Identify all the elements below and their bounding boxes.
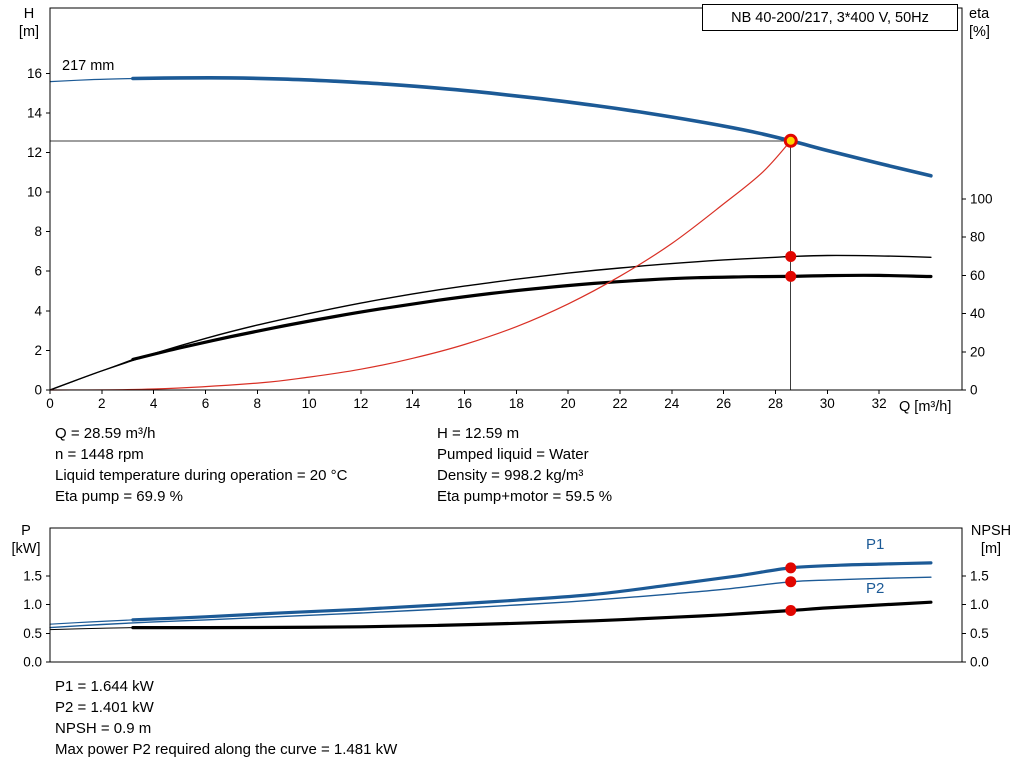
- y-left-tick-label: 4: [34, 303, 42, 318]
- power-details: P1 = 1.644 kW P2 = 1.401 kW NPSH = 0.9 m…: [55, 676, 397, 760]
- x-tick-label: 26: [716, 396, 731, 411]
- operating-dot-marker: [785, 576, 797, 588]
- duty-point-marker[interactable]: [783, 133, 798, 148]
- eta-axis-title: eta [%]: [969, 5, 990, 41]
- x-tick-label: 24: [664, 396, 680, 411]
- y-right-tick-label: 1.0: [970, 597, 989, 612]
- npsh-axis-title-symbol: NPSH: [970, 523, 1012, 539]
- series-qh-curve: [131, 75, 933, 178]
- series-p1-curve-thin: [49, 619, 134, 625]
- detail-pumped-liquid: Pumped liquid = Water: [437, 446, 589, 463]
- detail-eta-pump: Eta pump = 69.9 %: [55, 488, 183, 505]
- npsh-axis-title-unit: [m]: [980, 541, 1002, 557]
- series-p1-curve: [131, 561, 933, 622]
- y-right-tick-label: 80: [970, 230, 985, 245]
- operating-dot-marker: [785, 604, 797, 616]
- p1-curve-label: P1: [866, 536, 885, 553]
- duty-details-left: Q = 28.59 m³/h n = 1448 rpm Liquid tempe…: [55, 423, 347, 507]
- y-left-tick-label: 14: [27, 105, 43, 120]
- detail-eta-pump-motor: Eta pump+motor = 59.5 %: [437, 488, 613, 505]
- qh-eta-chart: 0 2 4 6 8 10 12 14 16 18 20 22 24 26 28 30 3202468101214…: [27, 7, 993, 411]
- x-tick-label: 8: [254, 396, 262, 411]
- power-npsh-chart: 0.0 0.5 1.0 1.5 0.0 0.5 1.0 1.5: [23, 527, 989, 670]
- y-right-tick-label: 60: [970, 268, 985, 283]
- detail-q: Q = 28.59 m³/h: [55, 425, 156, 442]
- npsh-axis-title: NPSH [m]: [963, 522, 1019, 558]
- x-tick-label: 28: [768, 396, 783, 411]
- operating-dot-marker: [785, 270, 797, 282]
- h-axis-title-unit: [m]: [18, 24, 40, 40]
- plot-border: [49, 7, 963, 391]
- detail-p1: P1 = 1.644 kW: [55, 678, 154, 695]
- y-right-tick-label: 20: [970, 344, 985, 359]
- x-tick-label: 4: [150, 396, 158, 411]
- eta-axis-title-symbol: eta: [969, 6, 990, 22]
- p2-curve-label: P2: [866, 580, 885, 597]
- y-left-tick-label: 1.5: [23, 569, 42, 584]
- y-left-tick-label: 10: [27, 185, 42, 200]
- detail-p2: P2 = 1.401 kW: [55, 699, 154, 716]
- plot-border: [49, 527, 963, 663]
- pump-model-box: NB 40-200/217, 3*400 V, 50Hz: [702, 4, 958, 31]
- x-tick-label: 20: [561, 396, 576, 411]
- y-right-tick-label: 0.0: [970, 655, 989, 670]
- y-left-tick-label: 1.0: [23, 597, 42, 612]
- detail-h: H = 12.59 m: [437, 425, 520, 442]
- detail-max-p2: Max power P2 required along the curve = …: [55, 741, 398, 758]
- h-axis-title-symbol: H: [23, 6, 35, 22]
- series-eta-pump-motor-curve: [131, 273, 933, 361]
- y-left-tick-label: 8: [34, 224, 42, 239]
- x-tick-label: 14: [405, 396, 421, 411]
- x-tick-label: 32: [872, 396, 887, 411]
- y-left-tick-label: 0: [34, 383, 42, 398]
- series-npsh-curve: [131, 600, 933, 630]
- x-tick-label: 6: [202, 396, 210, 411]
- p-axis-title-unit: [kW]: [11, 541, 41, 557]
- x-tick-label: 10: [302, 396, 317, 411]
- y-left-tick-label: 0.0: [23, 655, 42, 670]
- y-left-tick-label: 0.5: [23, 626, 42, 641]
- operating-dot-marker: [785, 250, 797, 262]
- x-tick-label: 0: [46, 396, 54, 411]
- impeller-diameter-label: 217 mm: [62, 58, 115, 74]
- x-tick-label: 22: [612, 396, 627, 411]
- q-axis-title: Q [m³/h]: [899, 399, 952, 415]
- y-right-tick-label: 100: [970, 192, 993, 207]
- series-system-curve: [49, 140, 792, 391]
- series-eta-connector: [49, 358, 134, 391]
- h-axis-title: H [m]: [10, 5, 48, 41]
- y-left-tick-label: 2: [34, 343, 42, 358]
- operating-dot-marker: [785, 562, 797, 574]
- detail-n: n = 1448 rpm: [55, 446, 144, 463]
- detail-liquid-temp: Liquid temperature during operation = 20…: [55, 467, 348, 484]
- detail-density: Density = 998.2 kg/m³: [437, 467, 584, 484]
- series-qh-curve-thin: [49, 77, 134, 83]
- y-right-tick-label: 0: [970, 383, 978, 398]
- x-tick-label: 18: [509, 396, 524, 411]
- x-tick-label: 16: [457, 396, 472, 411]
- y-right-tick-label: 1.5: [970, 569, 989, 584]
- p-axis-title-symbol: P: [21, 523, 31, 539]
- detail-npsh: NPSH = 0.9 m: [55, 720, 152, 737]
- series-npsh-curve-thin: [49, 627, 134, 631]
- y-right-tick-label: 0.5: [970, 626, 989, 641]
- y-left-tick-label: 6: [34, 264, 42, 279]
- duty-details-right: H = 12.59 m Pumped liquid = Water Densit…: [437, 423, 612, 507]
- x-tick-label: 30: [820, 396, 835, 411]
- y-right-tick-label: 40: [970, 306, 985, 321]
- p-axis-title: P [kW]: [4, 522, 48, 558]
- eta-axis-title-unit: [%]: [969, 24, 990, 40]
- x-tick-label: 12: [353, 396, 368, 411]
- x-tick-label: 2: [98, 396, 106, 411]
- y-left-tick-label: 16: [27, 66, 42, 81]
- y-left-tick-label: 12: [27, 145, 42, 160]
